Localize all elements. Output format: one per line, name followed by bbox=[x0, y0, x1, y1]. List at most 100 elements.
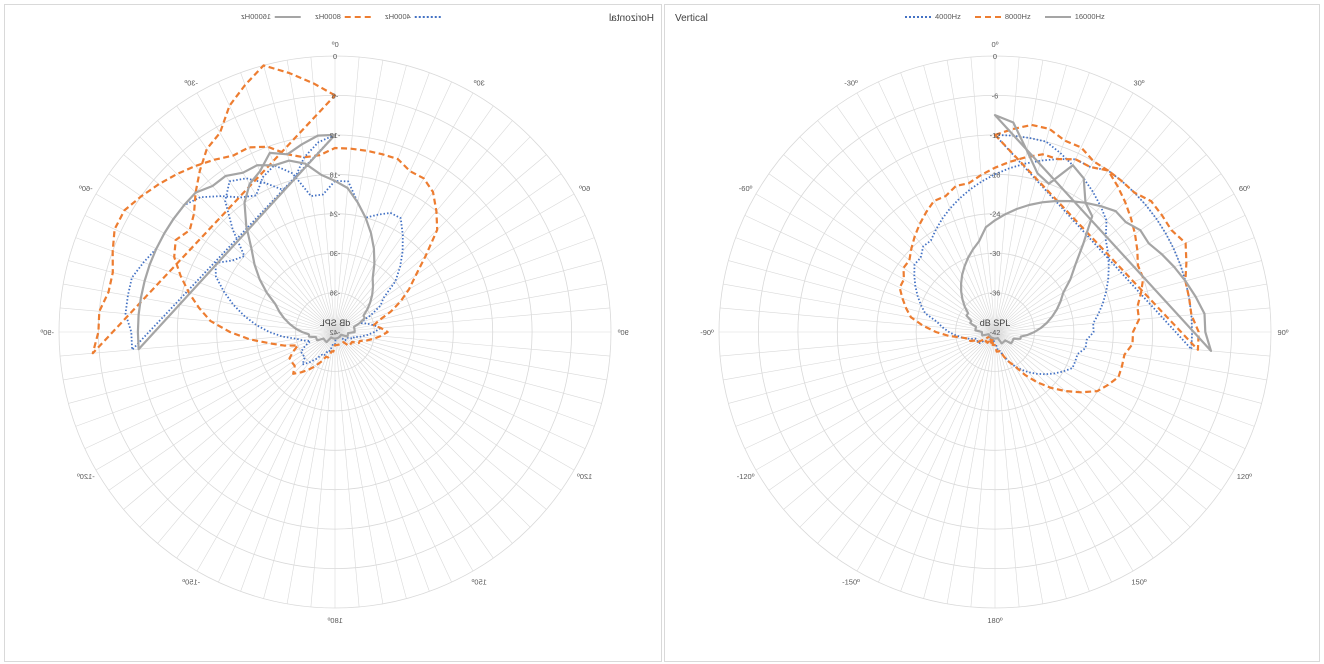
grid-ring bbox=[915, 252, 1075, 412]
grid-spoke bbox=[799, 331, 996, 528]
grid-spoke bbox=[720, 331, 996, 357]
grid-spoke bbox=[334, 65, 407, 333]
angle-label: -150º bbox=[182, 577, 200, 586]
grid-spoke bbox=[994, 331, 1067, 599]
radial-tick-label: -30 bbox=[990, 249, 1001, 258]
grid-spoke bbox=[994, 154, 1207, 333]
radial-tick-label: 0 bbox=[993, 52, 997, 61]
grid-spoke bbox=[286, 331, 336, 604]
angle-label: -90º bbox=[700, 328, 714, 337]
grid-spoke bbox=[334, 136, 531, 333]
grid-spoke bbox=[334, 331, 575, 471]
grid-spoke bbox=[196, 331, 336, 572]
angle-label: 150º bbox=[1131, 577, 1147, 586]
legend-label-8000hz: 8000Hz bbox=[315, 12, 341, 21]
vertical-chart-title: Vertical bbox=[675, 13, 708, 24]
grid-spoke bbox=[723, 283, 996, 333]
grid-spoke bbox=[970, 57, 996, 333]
legend-item-8000hz: 8000Hz bbox=[315, 12, 371, 21]
radial-tick-label: -12 bbox=[330, 131, 341, 140]
grid-ring bbox=[876, 213, 1114, 451]
grid-spoke bbox=[900, 72, 996, 333]
angle-label: 0º bbox=[332, 40, 339, 49]
grid-spoke bbox=[994, 283, 1267, 333]
grid-spoke bbox=[334, 331, 602, 404]
grid-spoke bbox=[994, 136, 1191, 333]
angle-label: -120º bbox=[737, 472, 755, 481]
grid-spoke bbox=[900, 331, 996, 592]
angle-label: 90º bbox=[1277, 328, 1288, 337]
series-line-8000hz bbox=[91, 64, 439, 375]
grid-spoke bbox=[218, 331, 336, 583]
angle-label: 120º bbox=[577, 472, 593, 481]
radial-tick-label: -42 bbox=[990, 328, 1001, 337]
radial-tick-label: -30 bbox=[330, 249, 341, 258]
grid-spoke bbox=[176, 331, 336, 559]
grid-spoke bbox=[946, 331, 996, 604]
grid-spoke bbox=[994, 81, 1112, 333]
grid-spoke bbox=[720, 307, 996, 333]
grid-spoke bbox=[334, 331, 610, 357]
grid-spoke bbox=[84, 331, 336, 449]
grid-spoke bbox=[994, 331, 1222, 491]
angle-label: 60º bbox=[1239, 184, 1250, 193]
radial-tick-label: -24 bbox=[330, 210, 341, 219]
grid-spoke bbox=[63, 331, 336, 381]
grid-spoke bbox=[240, 72, 336, 333]
angle-label: -60º bbox=[739, 184, 753, 193]
grid-ring bbox=[836, 173, 1154, 491]
grid-spoke bbox=[994, 173, 1222, 333]
grid-ring bbox=[58, 55, 612, 609]
series-line-8000hz bbox=[898, 123, 1200, 394]
grid-spoke bbox=[994, 331, 1090, 592]
grid-ring bbox=[176, 173, 494, 491]
grid-spoke bbox=[334, 331, 586, 449]
grid-rings bbox=[58, 55, 612, 609]
grid-ring bbox=[718, 55, 1272, 609]
grid-spoke bbox=[334, 331, 494, 559]
series-line-16000hz bbox=[136, 133, 376, 351]
horizontal-chart-title: Horizontal bbox=[609, 13, 655, 24]
grid-spoke bbox=[768, 331, 996, 491]
grid-ring bbox=[255, 252, 415, 412]
legend-swatch-16000hz bbox=[1044, 15, 1071, 18]
grid-spoke bbox=[334, 120, 513, 333]
grid-spoke bbox=[994, 65, 1067, 333]
legend-swatch-4000hz bbox=[414, 15, 441, 18]
grid-spoke bbox=[994, 331, 1270, 357]
grid-spoke bbox=[783, 331, 996, 510]
grid-spoke bbox=[334, 331, 595, 427]
angle-label: 0º bbox=[992, 40, 999, 49]
grid-spoke bbox=[744, 331, 996, 449]
grid-spoke bbox=[946, 60, 996, 333]
grid-spokes bbox=[719, 56, 1271, 608]
grid-spoke bbox=[334, 331, 360, 607]
angle-labels: 0º -30º -60º -90º -120º -150º 180º 150º 120º 90º 6… bbox=[40, 40, 629, 625]
angle-label: -150º bbox=[842, 577, 860, 586]
grid-spoke bbox=[218, 81, 336, 333]
grid-spoke bbox=[923, 331, 996, 599]
grid-spoke bbox=[334, 193, 575, 333]
angle-label: 180º bbox=[987, 616, 1003, 625]
grid-spoke bbox=[334, 283, 607, 333]
series-line-4000hz bbox=[124, 133, 404, 366]
grid-spoke bbox=[334, 331, 607, 381]
radial-tick-label: -42 bbox=[330, 328, 341, 337]
legend-swatch-4000hz bbox=[905, 15, 931, 18]
legend-swatch-8000hz bbox=[974, 15, 1001, 18]
grid-spoke bbox=[123, 154, 336, 333]
grid-spoke bbox=[334, 72, 430, 333]
grid-spoke bbox=[286, 60, 336, 333]
grid-spoke bbox=[878, 331, 996, 583]
angle-label: 180º bbox=[327, 616, 343, 625]
grid-spoke bbox=[994, 260, 1262, 333]
grid-spoke bbox=[994, 237, 1255, 333]
legend-label-8000hz: 8000Hz bbox=[1004, 12, 1031, 21]
grid-spoke bbox=[157, 331, 336, 544]
grid-spoke bbox=[108, 173, 336, 333]
radial-tick-label: -18 bbox=[330, 170, 341, 179]
grid-spoke bbox=[994, 57, 1020, 333]
grid-spoke bbox=[334, 60, 384, 333]
radial-tick-label: -12 bbox=[990, 131, 1001, 140]
